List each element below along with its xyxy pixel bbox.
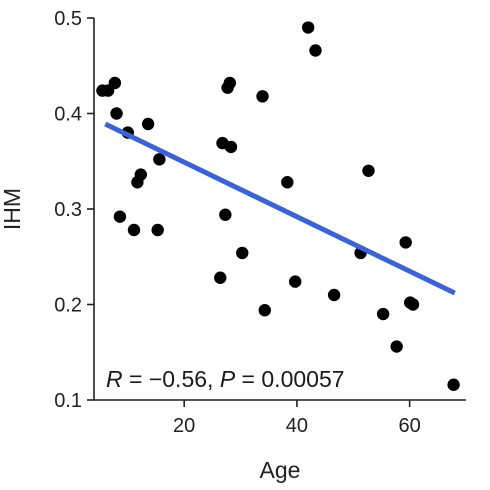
data-point bbox=[447, 378, 460, 391]
x-tick-label: 40 bbox=[286, 415, 308, 437]
data-point bbox=[406, 298, 420, 311]
y-axis-ticks: 0.1 0.2 0.3 0.4 0.5 bbox=[54, 8, 94, 412]
data-point bbox=[309, 44, 322, 57]
y-tick-label: 0.5 bbox=[54, 8, 82, 30]
data-point bbox=[214, 271, 227, 284]
data-point bbox=[236, 246, 249, 260]
data-point bbox=[113, 210, 127, 223]
p-value: = 0.00057 bbox=[235, 366, 344, 392]
x-tick-label: 60 bbox=[399, 415, 421, 437]
data-point bbox=[153, 153, 166, 166]
data-point bbox=[108, 76, 122, 90]
data-point bbox=[289, 275, 302, 288]
data-point bbox=[376, 307, 390, 321]
data-point bbox=[258, 304, 271, 317]
data-point bbox=[362, 164, 375, 177]
y-tick-label: 0.2 bbox=[54, 295, 82, 317]
data-point bbox=[327, 288, 341, 302]
p-symbol: P bbox=[220, 366, 236, 392]
data-point bbox=[110, 107, 123, 120]
data-point bbox=[390, 340, 403, 353]
data-point bbox=[301, 21, 315, 34]
data-point bbox=[399, 236, 412, 249]
data-point bbox=[134, 168, 147, 181]
r-value: = −0.56, bbox=[123, 366, 220, 392]
correlation-annotation: R = −0.56, P = 0.00057 bbox=[106, 366, 345, 392]
y-tick-label: 0.3 bbox=[54, 199, 82, 221]
x-tick-label: 20 bbox=[173, 415, 195, 437]
data-point bbox=[256, 90, 269, 103]
y-tick-label: 0.4 bbox=[54, 104, 82, 126]
x-axis-label: Age bbox=[260, 457, 301, 483]
data-points bbox=[96, 21, 460, 391]
x-axis-ticks: 20 40 60 bbox=[173, 400, 421, 437]
data-point bbox=[281, 176, 294, 189]
y-tick-label: 0.1 bbox=[54, 390, 82, 412]
data-point bbox=[141, 117, 155, 131]
data-point bbox=[223, 76, 237, 90]
regression-line bbox=[104, 121, 456, 296]
data-point bbox=[127, 223, 141, 237]
y-axis-label: IHM bbox=[0, 188, 25, 230]
data-point bbox=[219, 208, 232, 221]
data-point bbox=[151, 223, 164, 237]
data-point bbox=[224, 140, 238, 154]
r-symbol: R bbox=[106, 366, 123, 392]
